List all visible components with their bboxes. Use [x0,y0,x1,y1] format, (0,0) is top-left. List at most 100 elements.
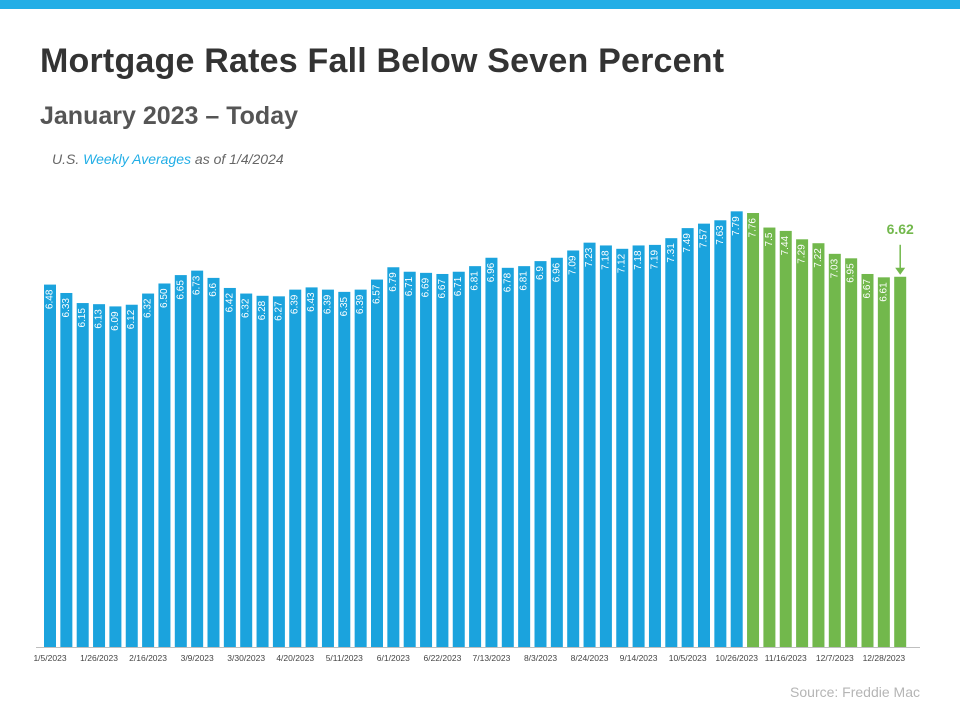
bar-value-label: 7.76 [748,218,759,238]
bar [534,261,547,647]
bar-value-label: 7.5 [764,232,775,246]
note-highlight: Weekly Averages [83,151,192,167]
bar-value-label: 6.09 [110,311,121,331]
bar [599,245,612,648]
bar-value-label: 6.43 [306,292,317,312]
x-tick-label: 2/16/2023 [129,653,167,663]
bar-value-label: 7.31 [666,243,677,263]
bar [894,276,907,647]
bar [616,248,629,647]
note-prefix: U.S. [52,151,84,167]
x-tick-label: 3/9/2023 [181,653,214,663]
x-tick-label: 6/22/2023 [423,653,461,663]
bar-value-label: 6.50 [159,288,170,308]
bar-value-label: 6.39 [355,294,366,314]
bar-value-label: 6.28 [257,300,268,320]
bar [125,304,138,647]
x-tick-label: 6/1/2023 [377,653,410,663]
bar-value-label: 6.78 [502,272,513,292]
bar [321,289,334,647]
bar-value-label: 6.15 [77,308,88,328]
bar [469,266,482,647]
callout-arrow-head [895,267,906,275]
x-tick-label: 8/3/2023 [524,653,557,663]
x-tick-label: 5/11/2023 [326,653,363,663]
bar-value-label: 6.81 [470,271,481,291]
bar-value-label: 7.22 [813,248,824,268]
bar [681,228,694,648]
bar-value-label: 6.67 [437,279,448,299]
bar-value-label: 7.57 [699,228,710,248]
x-tick-label: 3/30/2023 [227,653,265,663]
top-accent-bar [0,0,960,9]
bar-value-label: 7.79 [731,216,742,236]
bar-value-label: 7.49 [682,233,693,253]
bar-value-label: 6.35 [339,296,350,316]
bar-value-label: 6.33 [61,298,72,318]
bar [747,213,760,647]
bar-value-label: 6.96 [551,262,562,282]
x-tick-label: 8/24/2023 [571,653,609,663]
bar-value-label: 6.12 [126,309,137,329]
bar-value-label: 6.71 [404,276,415,296]
bar-value-label: 7.29 [797,244,808,264]
bar [240,293,253,647]
bar [730,211,743,647]
bar [436,273,449,647]
bar-value-label: 7.03 [829,258,840,278]
bar-value-label: 7.23 [584,247,595,267]
bar-value-label: 6.67 [862,279,873,299]
bar [174,275,187,647]
bar-value-label: 6.69 [421,277,432,297]
bar [665,238,678,647]
bar [371,279,383,647]
bar-value-label: 7.44 [780,235,791,255]
bar [501,267,514,647]
bar [387,267,400,647]
bar-value-label: 6.32 [241,298,252,318]
bar [403,271,416,647]
bar [44,284,56,647]
x-tick-label: 7/13/2023 [473,653,511,663]
bar [223,287,236,647]
bar-value-label: 7.63 [715,225,726,245]
bar-value-label: 6.79 [388,272,399,292]
x-tick-label: 10/5/2023 [669,653,707,663]
bar [142,293,155,647]
x-tick-label: 12/7/2023 [816,653,854,663]
x-tick-label: 9/14/2023 [620,653,658,663]
x-tick-label: 12/28/2023 [863,653,906,663]
bar [828,253,841,647]
bar-value-label: 6.48 [45,289,56,309]
note-suffix: as of 1/4/2024 [191,151,284,167]
bar [420,272,433,647]
bar-value-label: 7.18 [600,250,611,270]
bar-value-label: 6.57 [372,284,383,304]
bar-value-label: 6.81 [519,271,530,291]
bar [93,304,106,647]
bar [158,283,171,647]
bar-value-label: 6.9 [535,266,546,280]
bar [305,287,318,647]
bar [354,289,367,647]
chart-subtitle: January 2023 – Today [40,102,299,130]
bar-value-label: 7.18 [633,250,644,270]
bar-value-label: 6.65 [175,280,186,300]
x-tick-label: 10/26/2023 [715,653,758,663]
bar-value-label: 6.32 [143,298,154,318]
bar [632,245,645,648]
bar [845,258,858,647]
bar-chart: 6.48 6.33 6.15 6.13 6.09 6.12 6.32 6.50 6.65 6.73… [33,211,920,663]
bar [812,243,825,647]
bar-value-label: 6.61 [878,282,889,302]
bar [698,223,710,647]
x-tick-label: 1/26/2023 [80,653,118,663]
callout-value-label: 6.62 [887,221,914,237]
bar [60,292,73,647]
bar-value-label: 7.12 [617,253,628,273]
bar [583,242,596,647]
bar [796,239,809,648]
x-tick-label: 11/16/2023 [765,653,807,663]
bar [452,271,465,647]
bar [779,230,792,647]
